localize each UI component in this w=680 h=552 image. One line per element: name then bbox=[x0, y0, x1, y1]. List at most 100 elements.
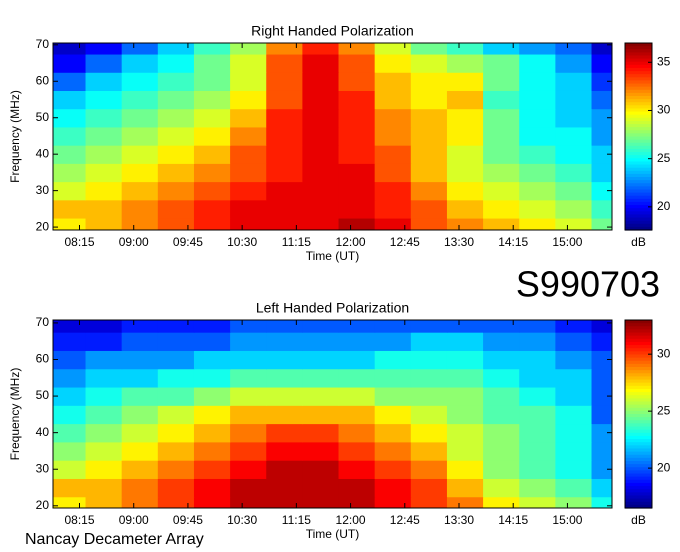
heat-cell bbox=[591, 53, 612, 73]
colorbar-step bbox=[625, 205, 652, 209]
colorbar-step bbox=[625, 186, 652, 191]
heat-cell bbox=[157, 163, 195, 183]
heat-cell bbox=[302, 332, 340, 351]
colorbar-tick-label: 25 bbox=[657, 403, 671, 417]
heat-cell bbox=[374, 217, 412, 230]
colorbar-step bbox=[625, 489, 652, 493]
heat-cell bbox=[266, 405, 303, 425]
heat-cell bbox=[230, 332, 267, 351]
heat-cell bbox=[519, 405, 556, 425]
colorbar-step bbox=[625, 335, 652, 340]
colorbar-step bbox=[625, 133, 652, 138]
heat-cell bbox=[410, 386, 448, 406]
colorbar-step bbox=[625, 486, 652, 490]
heat-cell bbox=[555, 217, 593, 230]
colorbar-step bbox=[625, 461, 652, 465]
colorbar-step bbox=[625, 379, 652, 384]
y-tick-label: 60 bbox=[36, 352, 50, 366]
heat-cell bbox=[157, 72, 195, 91]
heat-cell bbox=[85, 496, 123, 508]
heat-cell bbox=[157, 423, 195, 443]
colorbar-step bbox=[625, 498, 652, 503]
heat-cell bbox=[157, 320, 195, 333]
heat-cell bbox=[85, 386, 123, 406]
heat-cell bbox=[374, 181, 412, 201]
heat-cell bbox=[410, 126, 448, 146]
heat-cell bbox=[53, 181, 87, 201]
colorbar-step bbox=[625, 208, 652, 212]
heat-cell bbox=[555, 496, 593, 508]
heat-cell bbox=[519, 332, 556, 351]
colorbar-step bbox=[625, 139, 652, 144]
colorbar-step bbox=[625, 124, 652, 128]
heat-cell bbox=[483, 405, 520, 425]
heat-cell bbox=[519, 126, 556, 146]
heat-cell bbox=[230, 90, 267, 110]
colorbar-step bbox=[625, 351, 652, 356]
heat-cell bbox=[302, 163, 340, 183]
heat-cell bbox=[53, 108, 87, 128]
colorbar-step bbox=[625, 55, 652, 60]
heat-cell bbox=[374, 386, 412, 406]
heat-cell bbox=[410, 478, 448, 498]
heat-cell bbox=[410, 53, 448, 73]
heat-cell bbox=[266, 460, 303, 479]
heat-cell bbox=[302, 90, 340, 110]
colorbar-step bbox=[625, 373, 652, 377]
y-tick-label: 60 bbox=[36, 73, 50, 87]
colorbar-step bbox=[625, 395, 652, 399]
colorbar-step bbox=[625, 130, 652, 134]
heat-cell bbox=[53, 423, 87, 443]
heat-cell bbox=[410, 217, 448, 230]
heat-cell bbox=[302, 423, 340, 443]
colorbar-step bbox=[625, 363, 652, 368]
heat-cell bbox=[266, 199, 303, 219]
colorbar-step bbox=[625, 95, 652, 100]
heat-cell bbox=[302, 126, 340, 146]
colorbar-step bbox=[625, 332, 652, 337]
heat-cell bbox=[193, 145, 231, 164]
heat-cell bbox=[338, 386, 376, 406]
colorbar-step bbox=[625, 376, 652, 381]
heat-cell bbox=[230, 53, 267, 73]
heat-cell bbox=[338, 53, 376, 73]
colorbar-step bbox=[625, 152, 652, 156]
heat-cell bbox=[338, 405, 376, 425]
colorbar-label: dB bbox=[631, 235, 646, 249]
heat-cell bbox=[121, 199, 159, 219]
heat-cell bbox=[121, 90, 159, 110]
colorbar-step bbox=[625, 177, 652, 181]
heat-cell bbox=[483, 53, 520, 73]
colorbar-step bbox=[625, 404, 652, 409]
heat-cell bbox=[53, 441, 87, 461]
colorbar-step bbox=[625, 192, 652, 197]
colorbar-step bbox=[625, 214, 652, 219]
colorbar-step bbox=[625, 495, 652, 500]
heat-cell bbox=[483, 386, 520, 406]
heat-cell bbox=[446, 43, 484, 55]
heat-cell bbox=[374, 368, 412, 388]
heat-cell bbox=[446, 478, 484, 498]
heat-cell bbox=[555, 368, 593, 388]
heat-cell bbox=[230, 386, 267, 406]
heat-cell bbox=[519, 199, 556, 219]
colorbar-step bbox=[625, 220, 652, 225]
heat-cell bbox=[338, 217, 376, 230]
y-tick-label: 20 bbox=[36, 498, 50, 512]
heat-cell bbox=[85, 478, 123, 498]
y-tick-label: 50 bbox=[36, 110, 50, 124]
heat-cell bbox=[193, 163, 231, 183]
colorbar-step bbox=[625, 108, 652, 113]
colorbar-step bbox=[625, 99, 652, 103]
heat-cell bbox=[85, 72, 123, 91]
heat-cell bbox=[157, 126, 195, 146]
heat-cell bbox=[53, 72, 87, 91]
x-tick-label: 12:00 bbox=[336, 513, 366, 527]
heat-cell bbox=[483, 199, 520, 219]
heat-cell bbox=[85, 181, 123, 201]
heat-cell bbox=[193, 108, 231, 128]
heat-cell bbox=[302, 108, 340, 128]
heat-cell bbox=[302, 460, 340, 479]
y-tick-label: 20 bbox=[36, 219, 50, 233]
